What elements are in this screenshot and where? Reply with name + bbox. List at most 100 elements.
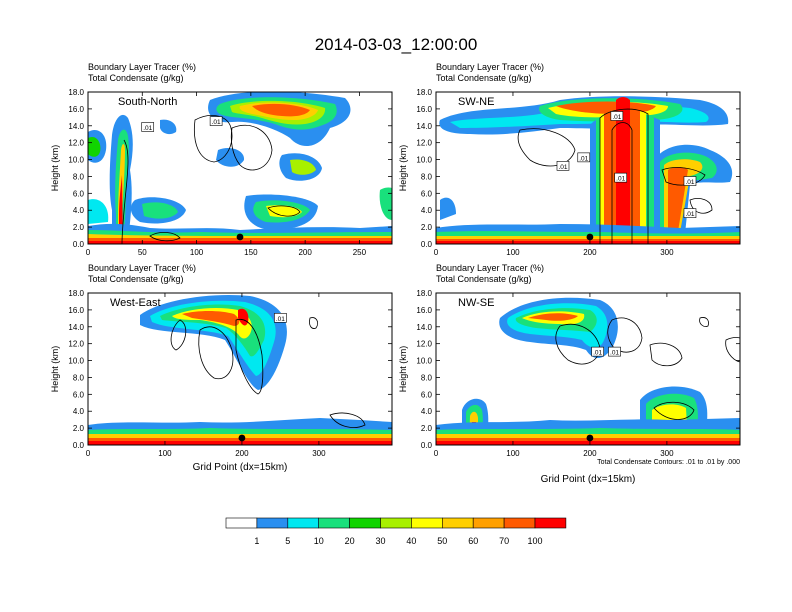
x-tick-label: 100 — [506, 449, 520, 458]
panel-label: NW-SE — [458, 297, 494, 309]
y-tick-label: 12.0 — [416, 139, 432, 148]
y-tick-label: 2.0 — [421, 424, 433, 433]
y-tick-label: 14.0 — [416, 323, 432, 332]
colorbar-swatch — [472, 517, 505, 529]
x-tick-label: 200 — [583, 449, 597, 458]
panel-title-line2: Total Condensate (g/kg) — [88, 274, 184, 284]
contour-label-text: .01 — [616, 176, 625, 183]
y-tick-label: 12.0 — [68, 340, 84, 349]
contour-label: .01 — [608, 346, 621, 357]
y-tick-label: 12.0 — [68, 139, 84, 148]
plot-frame — [435, 91, 741, 245]
x-axis-label: Grid Point (dx=15km) — [541, 474, 636, 485]
contour-label-box — [209, 116, 223, 126]
y-tick-label: 18.0 — [68, 88, 84, 97]
panel-title-line1: Boundary Layer Tracer (%) — [436, 263, 544, 273]
colorbar-swatch — [256, 517, 289, 529]
contour-label-text: .01 — [143, 125, 152, 132]
x-tick-label: 100 — [190, 248, 204, 257]
x-tick-label: 0 — [86, 248, 91, 257]
colorbar-label: 10 — [314, 536, 324, 546]
y-tick-label: 8.0 — [421, 373, 433, 382]
colorbar-swatch — [411, 517, 443, 529]
y-tick-label: 6.0 — [73, 390, 85, 399]
x-tick-label: 150 — [244, 248, 258, 257]
x-tick-label: 0 — [86, 449, 91, 458]
colorbar-swatch — [349, 517, 381, 529]
x-axis-label: Grid Point (dx=15km) — [193, 462, 288, 473]
panel-title-line2: Total Condensate (g/kg) — [88, 73, 184, 83]
panel-title-line2: Total Condensate (g/kg) — [436, 73, 532, 83]
contour-label: .01 — [683, 208, 697, 218]
y-tick-label: 12.0 — [416, 340, 432, 349]
y-axis-label: Height (km) — [50, 145, 60, 192]
y-tick-label: 16.0 — [416, 306, 432, 315]
contour-label-box — [556, 161, 570, 171]
field-layer — [436, 92, 740, 244]
contour-footnote: Total Condensate Contours: .01 to .01 by… — [597, 459, 740, 466]
x-tick-label: 200 — [235, 449, 249, 458]
colorbar-label: 30 — [375, 536, 385, 546]
y-tick-label: 2.0 — [73, 424, 85, 433]
panel-sw-ne: Boundary Layer Tracer (%) Total Condensa… — [398, 62, 741, 257]
contour-label-text: .01 — [276, 316, 285, 323]
colorbar-label: 20 — [345, 536, 355, 546]
panel-label: West-East — [110, 297, 161, 309]
panel-nw-se: Boundary Layer Tracer (%) Total Condensa… — [398, 263, 741, 485]
field-layer — [88, 293, 392, 445]
location-marker — [238, 434, 246, 442]
y-tick-label: 10.0 — [416, 357, 432, 366]
contour-label-box — [274, 313, 287, 323]
plot-frame — [87, 292, 393, 446]
y-tick-label: 0.0 — [73, 240, 85, 249]
colorbar-swatch — [380, 517, 412, 529]
x-tick-label: 0 — [434, 449, 439, 458]
y-tick-label: 16.0 — [416, 105, 432, 114]
panel-label: SW-NE — [458, 96, 494, 108]
x-tick-label: 100 — [506, 248, 520, 257]
y-tick-label: 4.0 — [421, 407, 433, 416]
panel-title-line1: Boundary Layer Tracer (%) — [88, 62, 196, 72]
contour-label-text: .01 — [558, 164, 567, 171]
contour-label-box — [141, 122, 155, 132]
x-tick-label: 50 — [138, 248, 147, 257]
y-tick-label: 0.0 — [421, 441, 433, 450]
contour-label-text: .01 — [685, 179, 694, 186]
y-tick-label: 14.0 — [68, 122, 84, 131]
y-tick-label: 10.0 — [416, 156, 432, 165]
colorbar-swatch — [287, 517, 319, 529]
x-tick-label: 300 — [312, 449, 326, 458]
contour-label-box — [591, 346, 604, 357]
x-tick-label: 300 — [660, 248, 674, 257]
x-tick-label: 0 — [434, 248, 439, 257]
y-tick-label: 6.0 — [421, 390, 433, 399]
y-tick-label: 10.0 — [68, 156, 84, 165]
y-axis-label: Height (km) — [398, 346, 408, 393]
y-tick-label: 6.0 — [73, 189, 85, 198]
y-tick-label: 6.0 — [421, 189, 433, 198]
contour-label: .01 — [577, 152, 591, 162]
contour-label: .01 — [274, 313, 287, 323]
y-tick-label: 8.0 — [73, 172, 85, 181]
colorbar-label: 60 — [468, 536, 478, 546]
panel-south-north: Boundary Layer Tracer (%) Total Condensa… — [50, 62, 393, 257]
y-tick-label: 16.0 — [68, 306, 84, 315]
colorbar-swatch — [441, 517, 474, 529]
y-tick-label: 14.0 — [416, 122, 432, 131]
contour-label: .01 — [556, 161, 570, 171]
y-tick-label: 14.0 — [68, 323, 84, 332]
panel-title-line2: Total Condensate (g/kg) — [436, 274, 532, 284]
panel-title-line1: Boundary Layer Tracer (%) — [88, 263, 196, 273]
panel-label: South-North — [118, 96, 177, 108]
location-marker — [586, 434, 594, 442]
contour-label-box — [608, 346, 621, 357]
contour-label: .01 — [610, 111, 624, 121]
contour-label-box — [683, 176, 697, 186]
colorbar-swatch — [225, 517, 258, 529]
figure-title: 2014-03-03_12:00:00 — [315, 35, 478, 54]
y-tick-label: 16.0 — [68, 105, 84, 114]
contour-label-text: .01 — [212, 119, 221, 126]
location-marker — [236, 233, 244, 241]
x-tick-label: 100 — [158, 449, 172, 458]
